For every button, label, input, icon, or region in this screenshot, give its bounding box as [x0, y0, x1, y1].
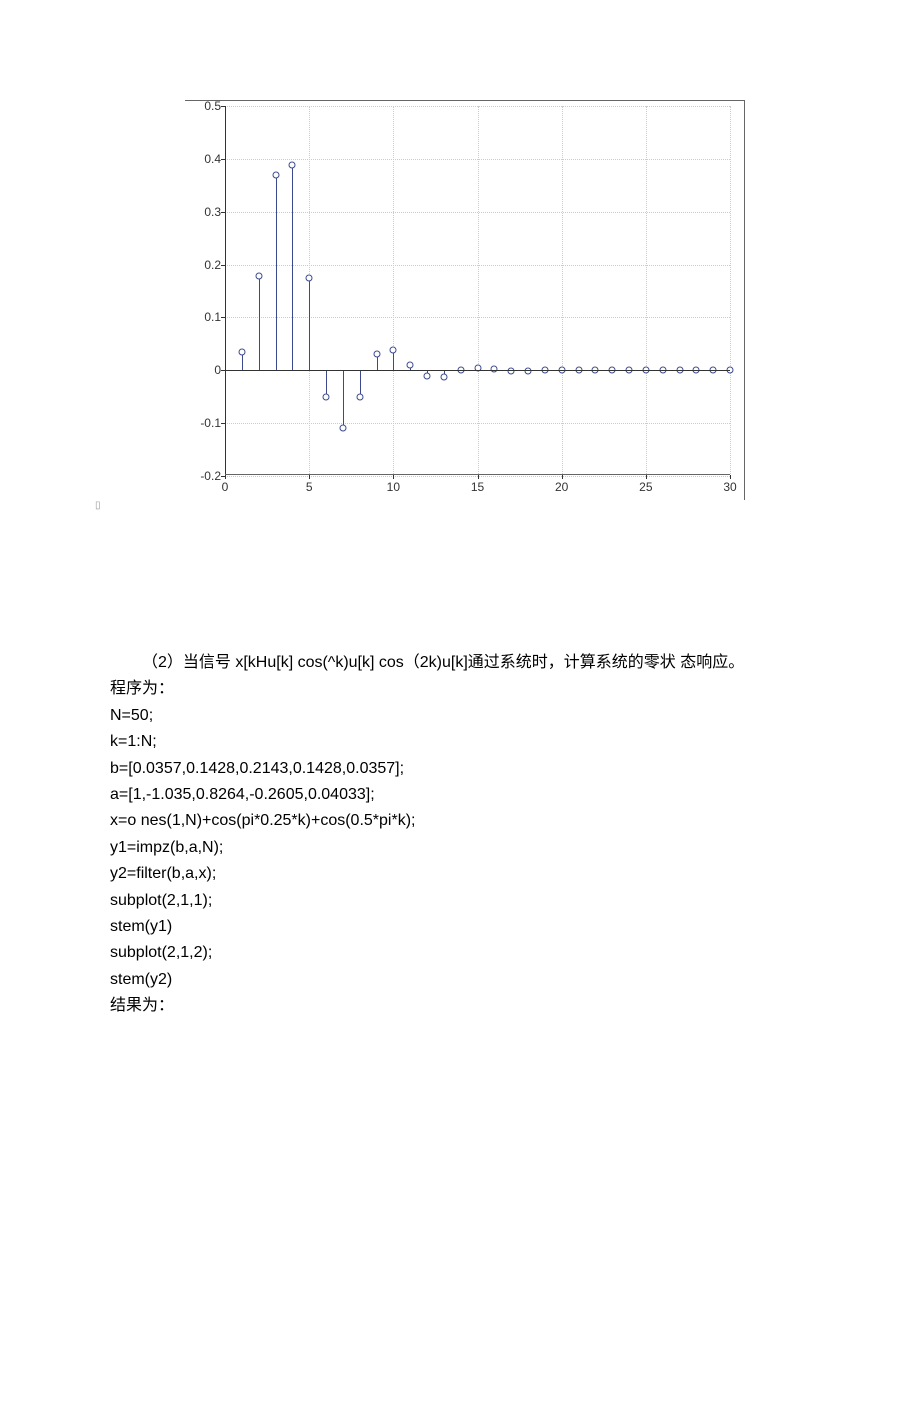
code-line-4: a=[1,-1.035,0.8264,-0.2605,0.04033]; [110, 782, 810, 808]
stem-marker [289, 162, 296, 169]
stem-marker [323, 393, 330, 400]
stem-marker [390, 347, 397, 354]
ytick-label: 0 [189, 363, 221, 377]
ytick-label: -0.2 [189, 469, 221, 483]
xtick-label: 25 [639, 480, 652, 494]
code-line-5: x=o nes(1,N)+cos(pi*0.25*k)+cos(0.5*pi*k… [110, 808, 810, 834]
code-line-3: b=[0.0357,0.1428,0.2143,0.1428,0.0357]; [110, 756, 810, 782]
stem-marker [424, 372, 431, 379]
stem-line [309, 278, 310, 371]
code-line-10: subplot(2,1,2); [110, 940, 810, 966]
xtick-label: 15 [471, 480, 484, 494]
ytick-label: 0.4 [189, 152, 221, 166]
ytick-label: 0.1 [189, 310, 221, 324]
ytick-label: 0.3 [189, 205, 221, 219]
stem-marker [407, 362, 414, 369]
ytick-label: 0.5 [189, 99, 221, 113]
ytick-label: -0.1 [189, 416, 221, 430]
stem-chart: -0.2 -0.1 0 0.1 0.2 0.3 0.4 0.5 0 5 10 15 20 25 30 [185, 100, 745, 500]
stem-marker [255, 273, 262, 280]
xtick-label: 10 [387, 480, 400, 494]
stem-marker [356, 393, 363, 400]
code-line-2: k=1:N; [110, 729, 810, 755]
stem-marker [491, 366, 498, 373]
stem-marker [440, 373, 447, 380]
code-line-9: stem(y1) [110, 914, 810, 940]
stem-line [292, 165, 293, 370]
code-line-6: y1=impz(b,a,N); [110, 835, 810, 861]
stem-marker [306, 274, 313, 281]
code-line-1: N=50; [110, 703, 810, 729]
result-label: 结果为： [110, 993, 810, 1019]
stem-line [343, 370, 344, 428]
program-label: 程序为： [110, 676, 810, 702]
stem-marker [373, 351, 380, 358]
code-line-8: subplot(2,1,1); [110, 888, 810, 914]
code-line-11: stem(y2) [110, 967, 810, 993]
bullet-marker: ▯ [95, 500, 101, 511]
question-2: （2）当信号 x[kHu[k] cos(^k)u[k] cos（2k)u[k]通… [110, 650, 810, 676]
xtick-label: 20 [555, 480, 568, 494]
xtick-label: 5 [306, 480, 313, 494]
stem-line [259, 276, 260, 370]
xtick-label: 30 [723, 480, 736, 494]
stem-line [276, 175, 277, 371]
text-content: （2）当信号 x[kHu[k] cos(^k)u[k] cos（2k)u[k]通… [110, 650, 810, 1019]
xtick-label: 0 [222, 480, 229, 494]
stem-marker [238, 348, 245, 355]
stem-marker [272, 171, 279, 178]
ytick-label: 0.2 [189, 258, 221, 272]
plot-area [225, 106, 730, 476]
code-line-7: y2=filter(b,a,x); [110, 861, 810, 887]
stem-marker [339, 425, 346, 432]
